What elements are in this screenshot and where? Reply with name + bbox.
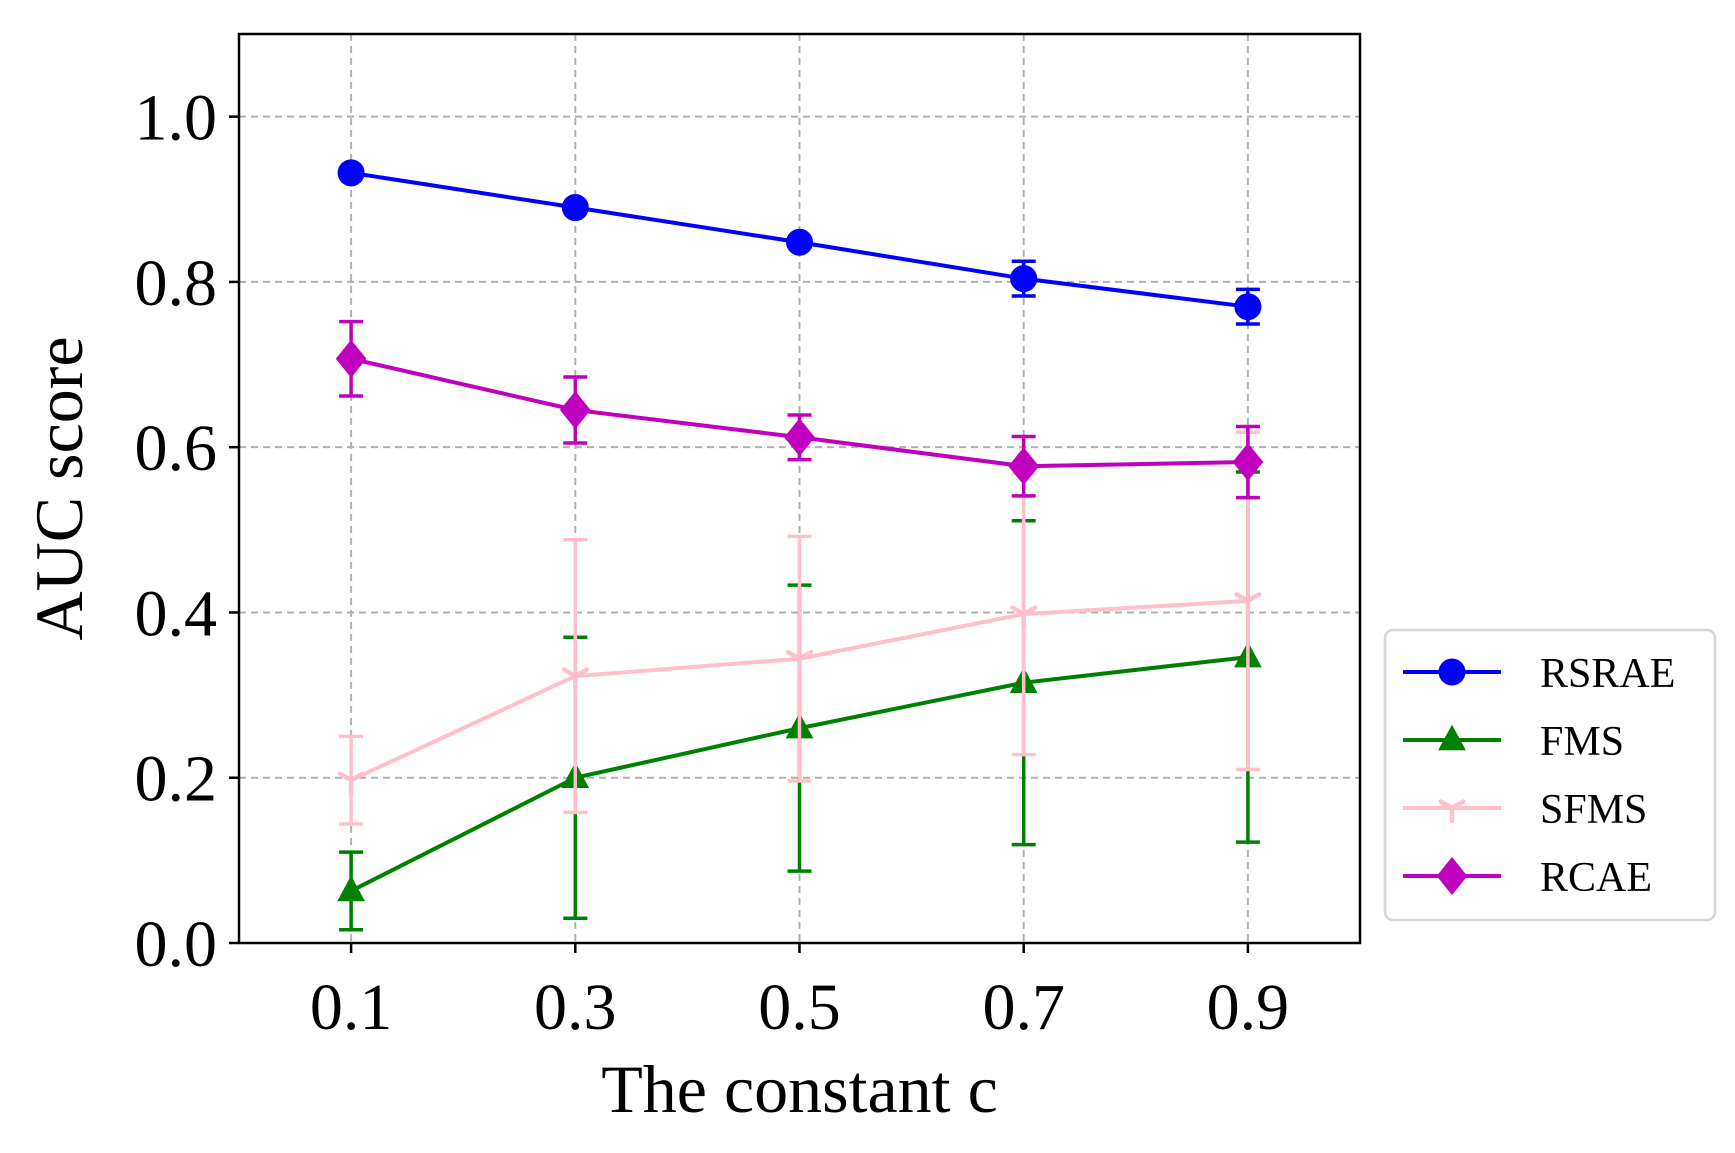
legend-entry-rcae: RCAE (1403, 855, 1652, 901)
y-tick-label-1: 0.2 (135, 743, 218, 816)
axis-ticks: 0.1 0.3 0.5 0.7 0.9 0.0 0.2 0.4 0.6 0.8 1.0 (135, 82, 1290, 1044)
legend-entry-rsrae: RSRAE (1403, 651, 1675, 697)
legend-marker-rsrae (1438, 658, 1466, 686)
y-tick-label-2: 0.4 (135, 577, 218, 650)
y-tick-label-3: 0.6 (135, 412, 218, 485)
x-tick-label-0: 0.1 (310, 971, 393, 1044)
legend-marker-fms (1438, 724, 1466, 751)
data-point-rcae-3 (1008, 447, 1040, 486)
series-rcae (335, 319, 1264, 500)
x-tick-label-1: 0.3 (534, 971, 617, 1044)
data-point-sfms-1 (561, 667, 589, 692)
legend-label-rcae: RCAE (1540, 855, 1652, 901)
legend-entry-sfms: SFMS (1403, 787, 1647, 833)
data-point-rsrae-2 (786, 228, 813, 256)
legend-label-fms: FMS (1540, 719, 1624, 765)
x-tick-label-4: 0.9 (1207, 971, 1290, 1044)
series-sfms (337, 430, 1262, 826)
x-tick-label-3: 0.7 (982, 971, 1065, 1044)
legend-entry-fms: FMS (1403, 719, 1624, 765)
y-tick-label-4: 0.8 (135, 247, 218, 320)
series-layer (335, 159, 1264, 932)
x-tick-label-2: 0.5 (758, 971, 841, 1044)
y-axis-label: AUC score (21, 336, 97, 640)
data-point-sfms-3 (1010, 605, 1038, 630)
legend-label-sfms: SFMS (1540, 787, 1647, 833)
data-point-rsrae-0 (337, 159, 365, 187)
series-rsrae (337, 159, 1262, 326)
x-axis-label: The constant c (601, 1051, 998, 1127)
data-point-sfms-2 (785, 649, 814, 674)
data-point-rcae-1 (559, 390, 591, 429)
legend: RSRAE FMS SFMS RCAE (1383, 628, 1717, 922)
data-point-rsrae-4 (1234, 293, 1262, 321)
data-point-rcae-4 (1232, 443, 1264, 482)
data-point-rsrae-3 (1010, 265, 1038, 293)
data-point-rcae-0 (335, 339, 367, 378)
data-point-rcae-2 (784, 418, 815, 457)
data-point-sfms-4 (1234, 592, 1262, 617)
legend-box (1383, 628, 1717, 922)
y-tick-label-5: 1.0 (135, 82, 218, 155)
data-point-rsrae-1 (561, 194, 589, 222)
data-point-sfms-0 (337, 771, 365, 796)
legend-label-rsrae: RSRAE (1540, 651, 1675, 697)
legend-marker-sfms (1438, 799, 1466, 824)
legend-marker-rcae (1436, 857, 1468, 895)
data-point-fms-0 (337, 875, 365, 902)
y-tick-label-0: 0.0 (135, 908, 218, 981)
